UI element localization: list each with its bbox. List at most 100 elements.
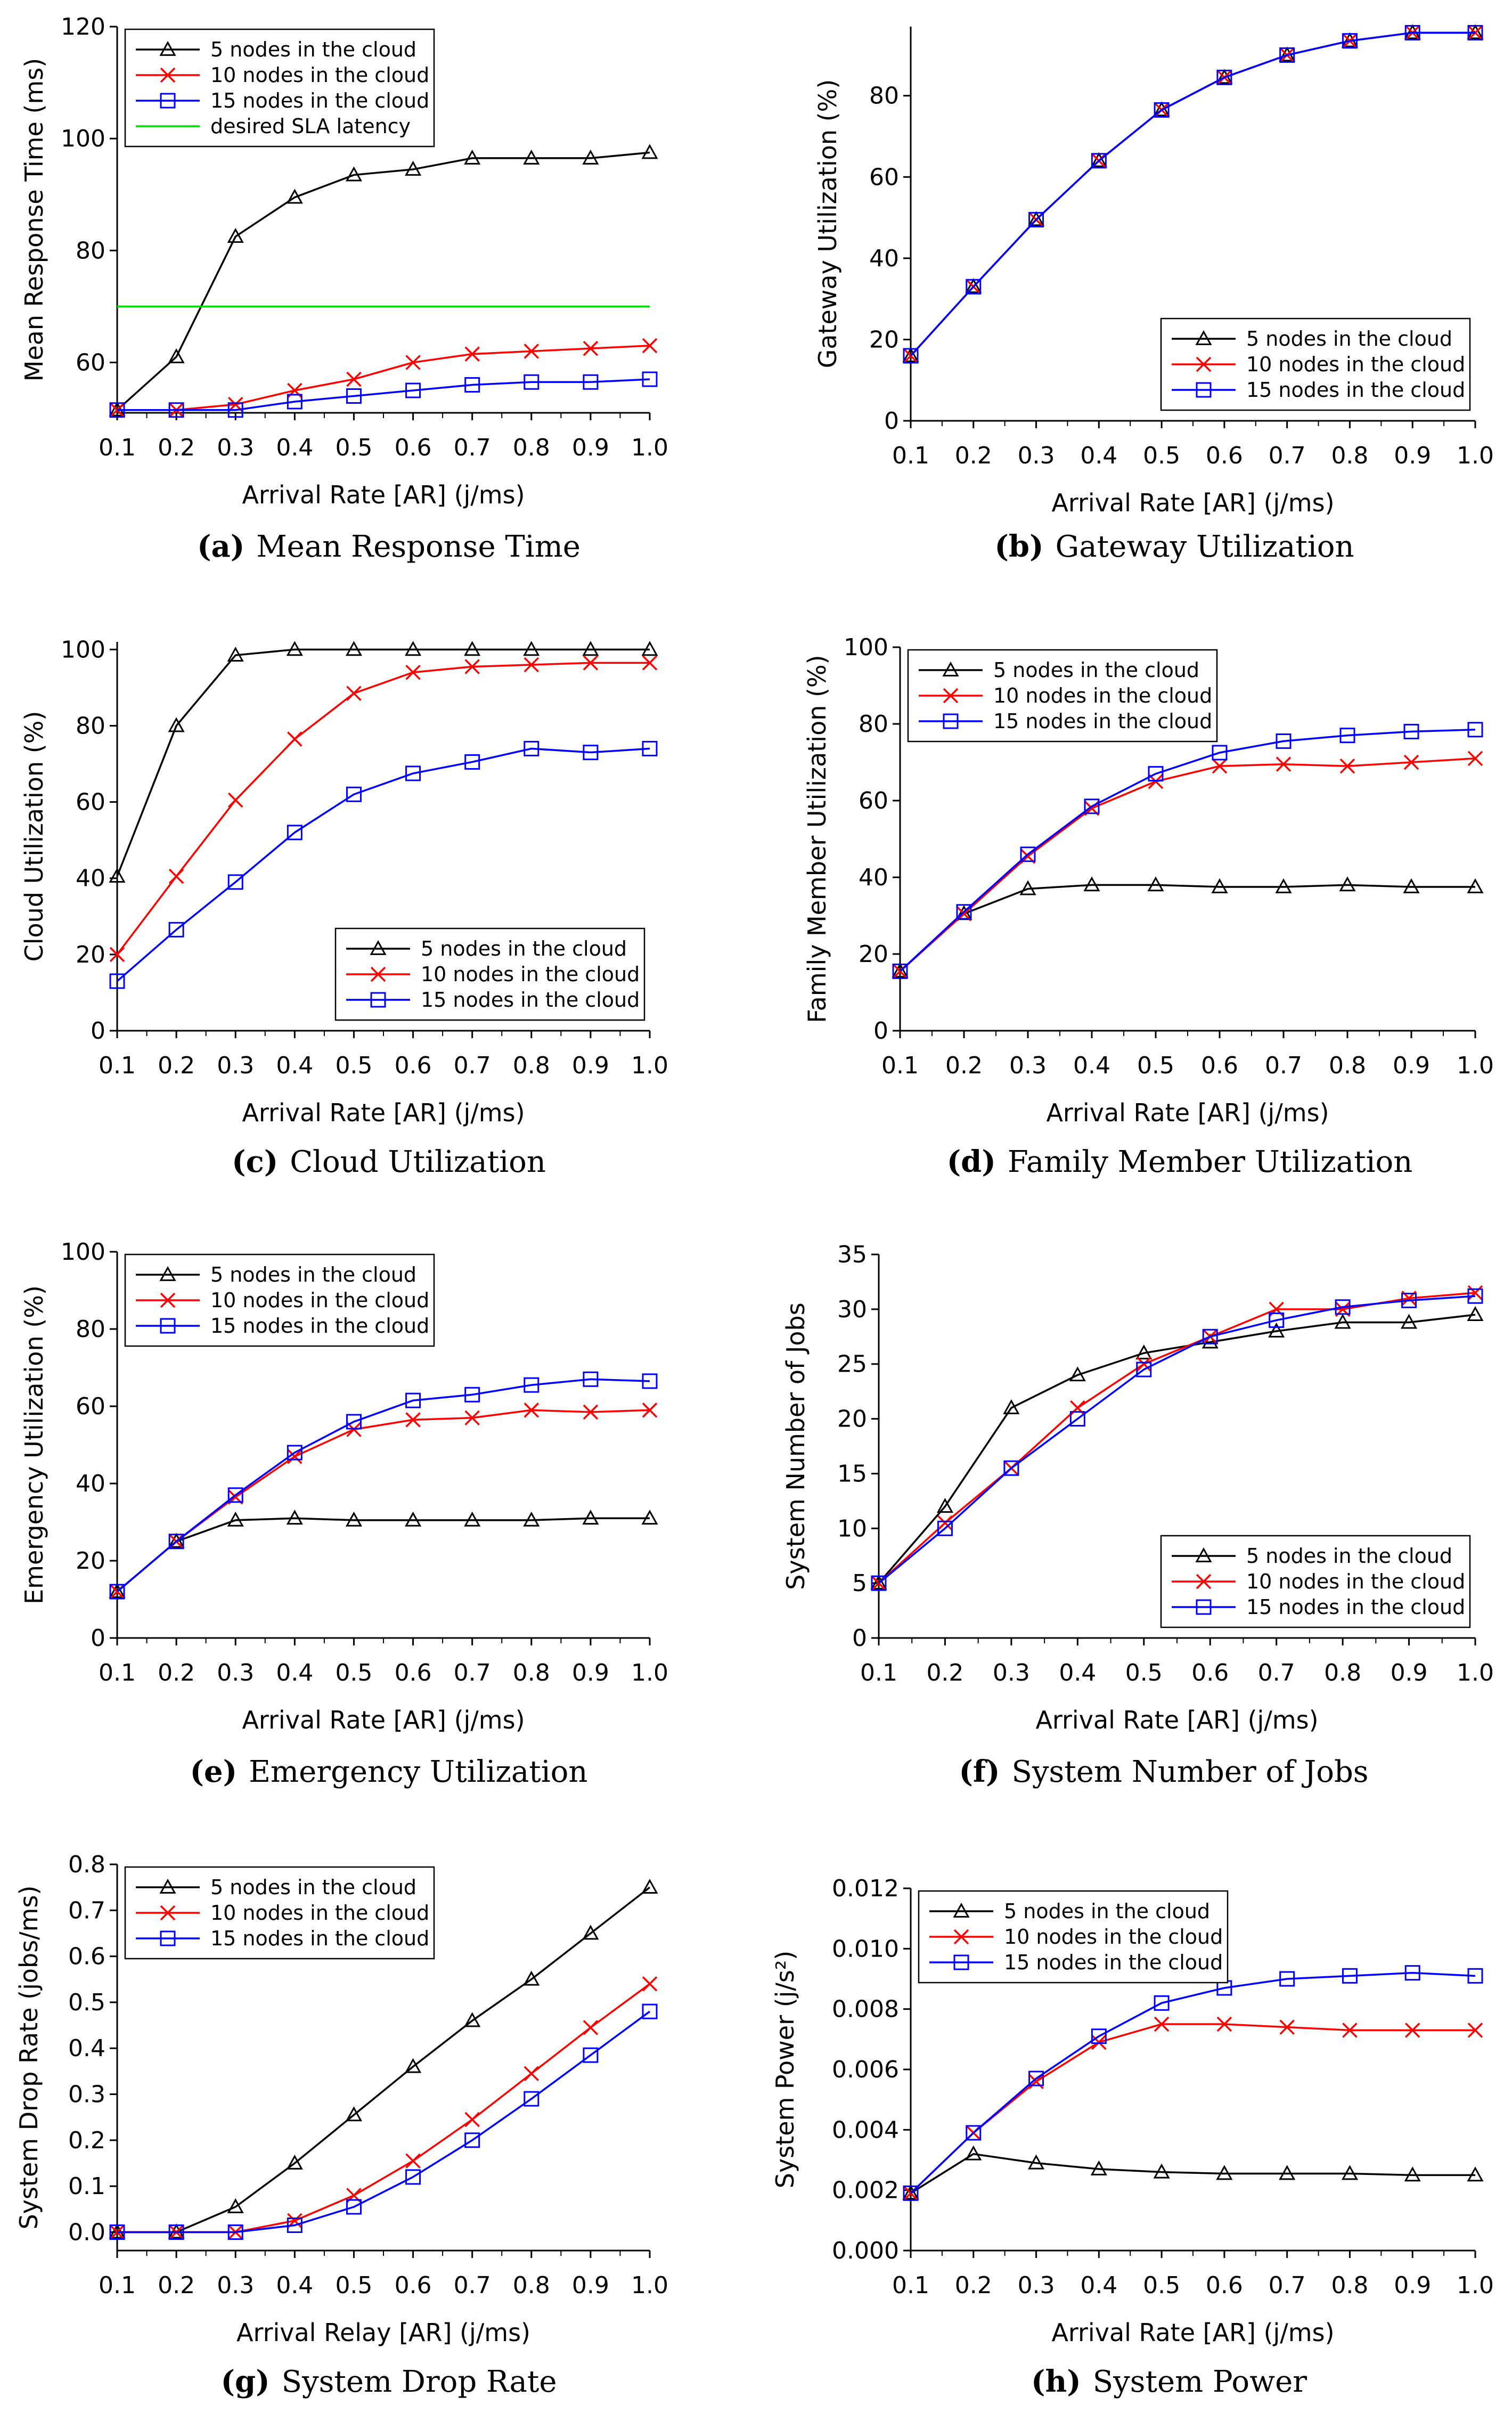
legend-label: 10 nodes in the cloud: [1246, 353, 1465, 376]
data-point: [902, 2185, 919, 2200]
data-point: [109, 402, 125, 418]
data-point: [109, 2224, 125, 2240]
x-tick-label: 0.8: [513, 434, 550, 461]
data-point: [524, 1403, 540, 1418]
data-point: [405, 160, 422, 176]
data-point: [1091, 153, 1107, 169]
caption-title: System Number of Jobs: [1012, 1755, 1369, 1789]
x-tick-label: 1.0: [631, 1052, 668, 1079]
legend-label: 15 nodes in the cloud: [210, 1314, 429, 1338]
y-tick-label: 80: [869, 83, 899, 110]
data-point: [287, 394, 303, 410]
data-point: [287, 2218, 303, 2234]
y-tick-label: 0: [884, 407, 899, 435]
data-point: [168, 1533, 185, 1548]
legend-marker: [1196, 1599, 1212, 1615]
caption-letter: (h): [1031, 2364, 1081, 2399]
data-point: [582, 641, 599, 656]
data-point: [642, 1976, 658, 1992]
data-point: [227, 227, 244, 243]
x-tick-label: 0.4: [276, 434, 313, 461]
y-tick-label: 0: [91, 1017, 105, 1045]
data-point: [1401, 1292, 1417, 1308]
data-point: [1401, 1314, 1418, 1329]
data-point: [902, 347, 919, 362]
data-point: [642, 740, 658, 756]
x-tick-label: 0.7: [1269, 442, 1306, 469]
data-point: [109, 973, 125, 989]
y-tick-label: 100: [844, 634, 888, 661]
caption-title: Cloud Utilization: [290, 1145, 546, 1179]
data-point: [641, 144, 658, 159]
data-point: [1147, 876, 1164, 892]
legend-marker: [953, 1902, 970, 1918]
x-tick-label: 0.4: [1073, 1052, 1110, 1079]
x-tick-label: 0.8: [1324, 1659, 1361, 1686]
data-point: [583, 340, 599, 356]
data-point: [892, 963, 909, 978]
data-point: [1154, 2016, 1170, 2032]
data-point: [405, 641, 422, 656]
data-point: [524, 344, 540, 359]
y-tick-label: 60: [76, 789, 105, 816]
y-tick-label: 0: [873, 1017, 888, 1045]
data-point: [227, 792, 243, 808]
legend-marker: [160, 1318, 176, 1334]
y-tick-label: 0.7: [68, 1897, 105, 1924]
x-tick-label: 0.9: [1394, 442, 1431, 469]
data-point: [1154, 102, 1170, 118]
data-point: [1339, 758, 1355, 774]
legend-marker: [1195, 1547, 1212, 1562]
data-point: [405, 2153, 421, 2169]
y-tick-label: 60: [76, 349, 105, 376]
x-axis-title: Arrival Rate [AR] (j/ms): [242, 1098, 525, 1127]
figure-caption: (f) System Number of Jobs: [959, 1754, 1368, 1789]
data-point: [405, 1511, 422, 1527]
data-point: [109, 1583, 126, 1598]
y-tick-label: 80: [76, 712, 105, 739]
data-point: [937, 1520, 953, 1536]
data-point: [1403, 754, 1419, 770]
y-tick-label: 40: [76, 865, 105, 892]
data-point: [642, 338, 658, 354]
legend-label: 15 nodes in the cloud: [1246, 378, 1465, 402]
legend-label: 5 nodes in the cloud: [210, 38, 416, 61]
data-point: [965, 278, 982, 294]
data-point: [464, 346, 480, 362]
data-point: [1090, 152, 1107, 167]
data-point: [405, 382, 421, 398]
y-tick-label: 80: [76, 237, 105, 264]
legend-label: 15 nodes in the cloud: [421, 988, 640, 1012]
x-tick-label: 0.7: [1258, 1659, 1295, 1686]
y-tick-label: 60: [76, 1393, 105, 1420]
data-point: [1467, 1288, 1483, 1304]
y-tick-label: 0.1: [68, 2173, 105, 2200]
y-tick-label: 15: [837, 1460, 867, 1487]
data-point: [523, 1511, 540, 1527]
figure-caption: (d) Family Member Utilization: [947, 1144, 1413, 1179]
data-point: [287, 1445, 303, 1461]
x-tick-label: 0.6: [395, 1052, 432, 1079]
x-tick-label: 0.8: [513, 2272, 550, 2299]
data-point: [405, 665, 421, 680]
legend-marker: [160, 1930, 176, 1946]
x-tick-label: 0.3: [217, 1052, 254, 1079]
y-axis-title: Emergency Utilization (%): [20, 1285, 48, 1604]
x-tick-label: 0.2: [158, 1659, 195, 1686]
x-tick-label: 0.8: [513, 1659, 550, 1686]
x-tick-label: 0.4: [1059, 1659, 1096, 1686]
y-tick-label: 20: [837, 1406, 867, 1433]
data-point: [1334, 1314, 1351, 1329]
data-point: [966, 2125, 982, 2141]
data-point: [903, 2185, 919, 2201]
data-point: [966, 279, 982, 295]
data-point: [1216, 2165, 1233, 2180]
data-point: [642, 1373, 658, 1389]
data-point: [227, 1511, 244, 1527]
data-point: [1202, 1333, 1219, 1349]
data-point: [524, 2066, 540, 2081]
legend-label: 15 nodes in the cloud: [1004, 1951, 1223, 1974]
y-tick-label: 0.8: [68, 1851, 105, 1878]
